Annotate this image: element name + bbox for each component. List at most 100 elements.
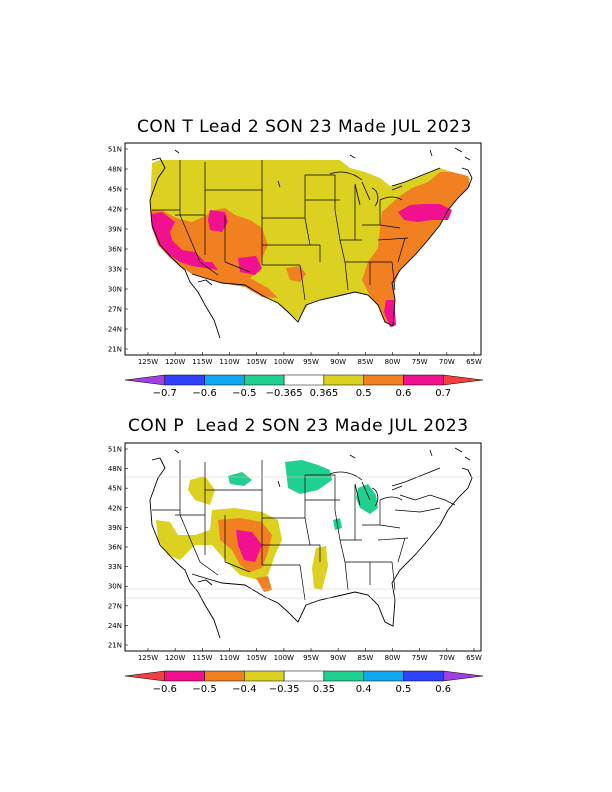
map1-coastline <box>149 157 473 339</box>
colorbar-label: −0.5 <box>232 388 256 399</box>
map1-west-shading-orange <box>150 208 278 298</box>
lat-tick-label: 27N <box>108 602 122 610</box>
colorbar-label: −0.6 <box>192 388 216 399</box>
lon-tick-label: 100W <box>274 358 294 366</box>
colorbar-swatch <box>363 670 404 682</box>
lon-tick-label: 120W <box>165 654 185 662</box>
lat-tick-label: 48N <box>108 465 122 473</box>
colorbar-label: −0.365 <box>266 388 303 399</box>
map1-great-lakes <box>329 171 403 207</box>
colorbar-label: 0.5 <box>356 388 372 399</box>
lat-tick-label: 24N <box>108 622 122 630</box>
map2-title: CON P Lead 2 SON 23 Made JUL 2023 <box>128 416 469 436</box>
colorbar-label: 0.365 <box>310 388 339 399</box>
map2-montana-green <box>228 472 252 486</box>
lon-tick-label: 105W <box>247 358 267 366</box>
lat-tick-label: 33N <box>108 266 122 274</box>
colorbar-swatch <box>323 670 364 682</box>
map2-panel: 51N 48N 45N 42N 39N 36N 33N 30N 27N 24N 21N 125W 120… <box>108 442 482 663</box>
lat-tick-label: 27N <box>108 306 122 314</box>
map1-panel: 51N 48N 45N 42N 39N 36N 33N 30N 27N 24N 21N 125W 120… <box>108 142 482 367</box>
colorbar-swatch <box>403 670 444 682</box>
lat-tick-label: 21N <box>108 642 122 650</box>
lon-tick-label: 90W <box>330 358 346 366</box>
lon-tick-label: 80W <box>385 654 401 662</box>
lat-tick-label: 39N <box>108 524 122 532</box>
lon-tick-label: 85W <box>357 358 373 366</box>
lon-tick-label: 80W <box>385 358 401 366</box>
lon-tick-label: 115W <box>192 654 212 662</box>
map1-northeast-magenta <box>398 204 452 222</box>
colorbar-end-arrow <box>442 670 484 682</box>
lon-tick-label: 115W <box>192 358 212 366</box>
colorbar-swatch <box>204 374 245 386</box>
map1-title: CON T Lead 2 SON 23 Made JUL 2023 <box>137 117 472 137</box>
map2-texas-yellow <box>312 546 328 590</box>
map2-faint-latitude-lines <box>125 476 481 599</box>
colorbar-end-arrow <box>124 670 166 682</box>
map2-core-magenta <box>236 530 262 562</box>
lat-tick-label: 51N <box>108 146 122 154</box>
colorbar-label: 0.4 <box>356 684 372 695</box>
colorbar-label: −0.35 <box>269 684 300 695</box>
colorbar-end-arrow <box>442 374 484 386</box>
lon-tick-label: 65W <box>466 358 482 366</box>
colorbar-swatch <box>164 670 205 682</box>
lon-tick-label: 120W <box>165 358 185 366</box>
map2-state-lines <box>152 460 456 601</box>
colorbar-swatch <box>283 374 325 386</box>
colorbar-label: −0.6 <box>153 684 177 695</box>
colorbar-label: 0.6 <box>435 684 451 695</box>
map1-axis-ticks: 51N 48N 45N 42N 39N 36N 33N 30N 27N 24N 21N 125W 120… <box>108 146 482 367</box>
colorbar-swatch <box>283 670 325 682</box>
map2-northwest-yellow <box>188 476 215 505</box>
lon-tick-label: 85W <box>357 654 373 662</box>
map1-utah-magenta <box>208 210 228 232</box>
lat-tick-label: 48N <box>108 166 122 174</box>
map2-coastline <box>149 457 473 639</box>
lon-tick-label: 70W <box>439 358 455 366</box>
lat-tick-label: 33N <box>108 563 122 571</box>
map1-state-lines <box>152 160 409 301</box>
colorbar-end-arrow <box>124 374 166 386</box>
lon-tick-label: 125W <box>138 358 158 366</box>
colorbar-swatch <box>363 374 404 386</box>
map2-michigan-green <box>356 484 378 514</box>
map2-bigbend-orange <box>256 576 272 592</box>
lat-tick-label: 51N <box>108 446 122 454</box>
colorbar-label: 0.5 <box>395 684 411 695</box>
colorbar-label: 0.35 <box>313 684 335 695</box>
lon-tick-label: 70W <box>439 654 455 662</box>
colorbar-swatch <box>164 374 205 386</box>
lat-tick-label: 42N <box>108 206 122 214</box>
map2-great-lakes <box>329 471 403 507</box>
lon-tick-label: 100W <box>274 654 294 662</box>
colorbar-swatch <box>244 670 285 682</box>
lat-tick-label: 24N <box>108 326 122 334</box>
colorbar-label: −0.4 <box>232 684 256 695</box>
colorbar-swatch <box>403 374 444 386</box>
lat-tick-label: 39N <box>108 226 122 234</box>
colorbar-label: 0.6 <box>395 388 411 399</box>
map2-axis-ticks: 51N 48N 45N 42N 39N 36N 33N 30N 27N 24N 21N 125W 120… <box>108 446 482 663</box>
map2-canada-outlines <box>174 447 471 488</box>
map2-colorbar: −0.6 −0.5 −0.4 −0.35 0.35 0.4 0.5 0.6 <box>124 670 484 695</box>
colorbar-label: 0.7 <box>435 388 451 399</box>
lon-tick-label: 95W <box>303 654 319 662</box>
lon-tick-label: 95W <box>303 358 319 366</box>
lat-tick-label: 21N <box>108 346 122 354</box>
colorbar-swatch <box>323 374 364 386</box>
lon-tick-label: 105W <box>247 654 267 662</box>
lat-tick-label: 45N <box>108 186 122 194</box>
lat-tick-label: 30N <box>108 583 122 591</box>
map1-nm-magenta <box>238 256 262 275</box>
lon-tick-label: 90W <box>330 654 346 662</box>
colorbar-label: −0.7 <box>153 388 177 399</box>
map1-west-shading-magenta <box>152 212 218 270</box>
lon-tick-label: 75W <box>412 654 428 662</box>
lat-tick-label: 45N <box>108 485 122 493</box>
colorbar-label: −0.5 <box>192 684 216 695</box>
lat-tick-label: 42N <box>108 504 122 512</box>
lon-tick-label: 65W <box>466 654 482 662</box>
